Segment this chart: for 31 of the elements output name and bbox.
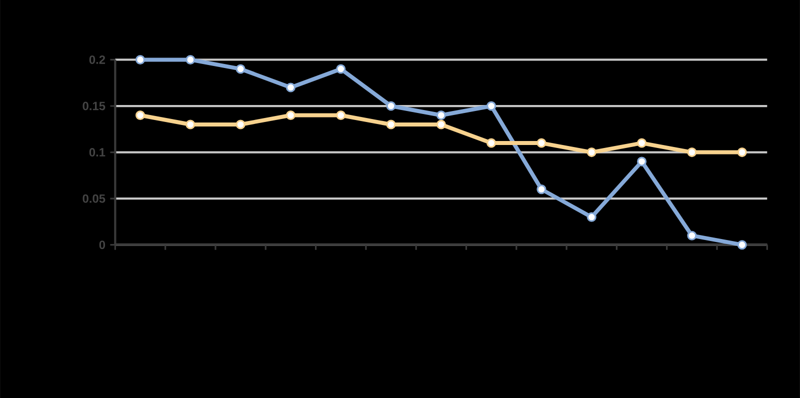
point [436, 120, 446, 130]
point [687, 147, 697, 158]
point [386, 120, 396, 130]
y-tick-label: 0.15 [82, 102, 106, 110]
y-tick-label: 0.1 [89, 148, 106, 156]
point [536, 138, 546, 148]
point [286, 82, 296, 92]
point [186, 120, 196, 130]
point [737, 147, 747, 158]
point [636, 156, 647, 166]
y-tick-label: 0 [99, 240, 106, 250]
point [486, 101, 496, 111]
point [236, 64, 246, 74]
point [186, 54, 196, 64]
point [336, 110, 346, 120]
point [636, 138, 647, 148]
point [436, 110, 446, 120]
point [135, 54, 146, 64]
point [135, 110, 146, 120]
point [687, 230, 697, 240]
point [586, 212, 596, 222]
point [586, 147, 596, 158]
point [286, 110, 296, 120]
y-tick-label: 0.05 [82, 194, 106, 203]
point [737, 240, 747, 250]
point [386, 101, 396, 111]
point [486, 138, 496, 148]
point [236, 120, 246, 130]
point [536, 184, 546, 194]
y-tick-label: 0.2 [89, 55, 106, 64]
point [336, 64, 346, 74]
